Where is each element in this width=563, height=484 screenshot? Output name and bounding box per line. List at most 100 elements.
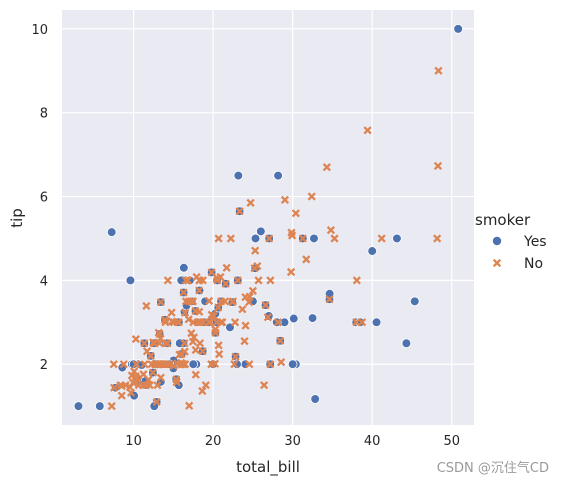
point-no xyxy=(127,371,136,380)
point-yes xyxy=(367,246,377,256)
point-no xyxy=(266,276,275,285)
point-yes xyxy=(125,275,136,286)
watermark: CSDN @沉住气CD xyxy=(437,460,549,476)
legend-label-yes: Yes xyxy=(523,234,547,250)
point-no xyxy=(226,234,235,243)
point-no xyxy=(191,370,200,379)
point-no xyxy=(277,358,286,367)
point-no xyxy=(434,66,443,75)
x-tick-label: 30 xyxy=(284,434,301,449)
x-tick-labels: 10 20 30 40 50 xyxy=(125,434,460,449)
point-no xyxy=(142,381,151,390)
data-points xyxy=(73,24,463,411)
point-no xyxy=(175,350,184,359)
point-no xyxy=(352,276,361,285)
y-tick-label: 10 xyxy=(31,23,48,38)
point-yes xyxy=(94,401,105,411)
point-no xyxy=(240,337,249,346)
legend-marker-yes xyxy=(491,235,502,246)
point-no xyxy=(155,339,164,348)
point-no xyxy=(230,360,239,369)
point-yes xyxy=(371,317,382,328)
point-no xyxy=(230,318,240,327)
point-no xyxy=(254,276,263,285)
point-no xyxy=(330,234,339,243)
point-no xyxy=(209,311,218,321)
point-no xyxy=(263,313,272,322)
point-no xyxy=(161,318,170,327)
y-tick-label: 6 xyxy=(40,191,48,206)
point-no xyxy=(210,359,220,368)
point-no xyxy=(286,267,296,277)
point-no xyxy=(326,225,336,235)
point-no xyxy=(156,298,165,307)
point-no xyxy=(152,397,161,407)
point-yes xyxy=(401,338,412,349)
point-no xyxy=(134,376,143,385)
point-no xyxy=(201,381,210,390)
point-no xyxy=(189,333,199,342)
point-no xyxy=(377,234,386,243)
point-yes xyxy=(256,226,266,237)
point-no xyxy=(126,388,136,397)
legend: smoker Yes No xyxy=(475,211,547,272)
point-no xyxy=(363,126,372,135)
point-no xyxy=(151,360,160,369)
point-no xyxy=(139,370,148,379)
point-no xyxy=(291,209,300,218)
point-no xyxy=(179,288,188,297)
point-no xyxy=(195,339,205,348)
point-no xyxy=(198,347,207,356)
point-no xyxy=(238,305,247,314)
point-no xyxy=(180,347,189,356)
point-no xyxy=(214,341,223,350)
point-no xyxy=(215,350,224,359)
y-tick-label: 2 xyxy=(40,358,48,373)
point-yes xyxy=(288,313,299,324)
point-no xyxy=(287,228,296,237)
point-no xyxy=(119,360,128,369)
point-yes xyxy=(149,401,160,411)
point-no xyxy=(132,360,141,369)
point-no xyxy=(231,352,240,361)
point-no xyxy=(128,378,138,387)
point-yes xyxy=(392,233,402,244)
point-no xyxy=(248,286,258,295)
point-no xyxy=(220,297,230,306)
point-no xyxy=(233,276,242,285)
legend-x-glyph xyxy=(492,258,502,268)
point-yes xyxy=(106,227,117,237)
y-axis-label: tip xyxy=(8,208,26,228)
point-no xyxy=(198,276,207,285)
point-no xyxy=(325,295,334,304)
x-axis-label: total_bill xyxy=(236,458,300,477)
legend-title: smoker xyxy=(475,211,531,229)
point-no xyxy=(189,318,198,327)
legend-label-no: No xyxy=(524,256,543,272)
point-no xyxy=(155,329,164,339)
point-yes xyxy=(250,233,261,244)
y-tick-label: 8 xyxy=(40,107,48,122)
point-no xyxy=(173,359,182,368)
x-tick-label: 10 xyxy=(125,434,142,449)
x-tick-label: 40 xyxy=(364,434,381,449)
point-no xyxy=(180,339,189,348)
point-no xyxy=(172,375,181,384)
point-no xyxy=(273,318,283,327)
point-yes xyxy=(409,296,420,307)
point-yes xyxy=(310,394,320,404)
point-no xyxy=(302,255,311,264)
point-no xyxy=(195,286,204,295)
y-tick-label: 4 xyxy=(40,274,48,289)
point-no xyxy=(157,360,166,369)
point-no xyxy=(241,321,250,330)
point-yes xyxy=(232,359,242,370)
point-no xyxy=(198,386,207,396)
point-no xyxy=(195,307,204,316)
point-no xyxy=(109,360,118,369)
point-no xyxy=(181,297,191,306)
point-no xyxy=(217,318,226,327)
point-no xyxy=(153,381,162,390)
point-no xyxy=(167,308,176,317)
